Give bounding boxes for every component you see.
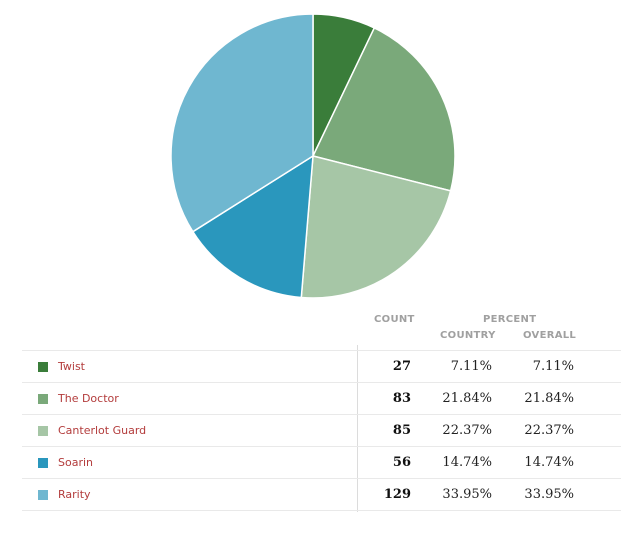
row-overall-percent: 7.11% <box>532 359 574 374</box>
column-divider <box>357 345 358 512</box>
row-country-percent: 14.74% <box>442 455 492 470</box>
data-table: Twist 27 7.11% 7.11% The Doctor 83 21.84… <box>22 350 621 511</box>
row-country-percent: 21.84% <box>442 391 492 406</box>
percent-column-header: PERCENT <box>483 314 537 325</box>
pie-slice-rarity <box>170 13 314 233</box>
row-label: The Doctor <box>58 392 119 405</box>
legend-swatch <box>38 458 48 468</box>
pie-chart <box>170 13 456 299</box>
row-label: Soarin <box>58 456 94 469</box>
row-overall-percent: 22.37% <box>524 423 574 438</box>
table-row: Twist 27 7.11% 7.11% <box>22 351 621 383</box>
row-label: Rarity <box>58 488 91 501</box>
table-row: Canterlot Guard 85 22.37% 22.37% <box>22 415 621 447</box>
pie-slice-soarin <box>192 155 314 299</box>
table-row: Soarin 56 14.74% 14.74% <box>22 447 621 479</box>
row-label: Canterlot Guard <box>58 424 147 437</box>
legend-swatch <box>38 490 48 500</box>
row-country-percent: 33.95% <box>442 487 492 502</box>
row-country-percent: 22.37% <box>442 423 492 438</box>
pie-slice-the-doctor <box>312 27 456 192</box>
row-count: 56 <box>392 455 411 470</box>
row-overall-percent: 33.95% <box>524 487 574 502</box>
row-count: 27 <box>392 359 411 374</box>
row-label: Twist <box>58 360 85 373</box>
row-overall-percent: 14.74% <box>524 455 574 470</box>
overall-column-header: OVERALL <box>523 330 577 341</box>
legend-swatch <box>38 362 48 372</box>
row-count: 83 <box>392 391 411 406</box>
legend-swatch <box>38 394 48 404</box>
table-row: Rarity 129 33.95% 33.95% <box>22 479 621 511</box>
count-column-header: COUNT <box>374 314 415 325</box>
country-column-header: COUNTRY <box>440 330 496 341</box>
row-country-percent: 7.11% <box>450 359 492 374</box>
legend-swatch <box>38 426 48 436</box>
row-count: 129 <box>383 487 411 502</box>
table-row: The Doctor 83 21.84% 21.84% <box>22 383 621 415</box>
row-count: 85 <box>392 423 411 438</box>
row-overall-percent: 21.84% <box>524 391 574 406</box>
pie-slice-canterlot-guard <box>300 155 452 299</box>
